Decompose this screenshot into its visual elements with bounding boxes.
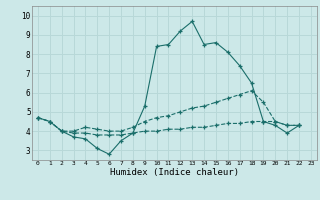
X-axis label: Humidex (Indice chaleur): Humidex (Indice chaleur): [110, 168, 239, 177]
